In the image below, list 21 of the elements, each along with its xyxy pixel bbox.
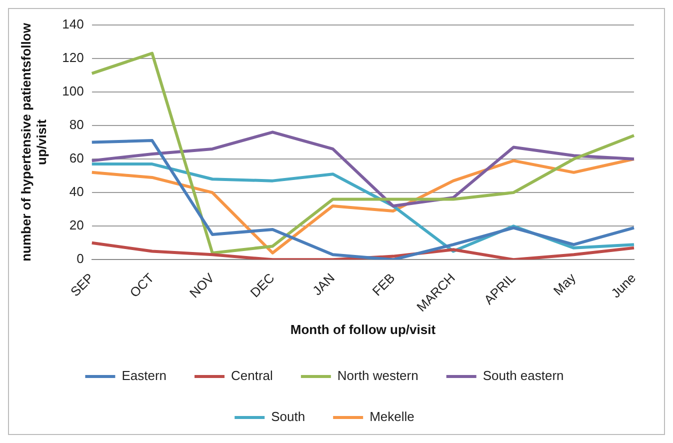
legend-label: Mekelle <box>370 409 414 424</box>
x-tick-label: JAN <box>310 270 338 298</box>
legend-label: Eastern <box>122 368 167 384</box>
y-tick-label: 80 <box>69 117 84 132</box>
x-tick-label: SEP <box>68 270 97 300</box>
y-tick-label: 120 <box>62 50 84 65</box>
y-tick-label: 0 <box>76 251 84 266</box>
legend-label: North western <box>337 368 418 384</box>
x-tick-label: May <box>550 270 579 298</box>
x-tick-label: June <box>608 270 639 301</box>
y-tick-label: 40 <box>69 184 84 200</box>
y-tick-label: 20 <box>69 218 84 233</box>
y-tick-label: 60 <box>69 150 84 166</box>
y-tick-label: 100 <box>62 83 84 98</box>
legend-label: South <box>271 409 306 424</box>
x-axis-title: Month of follow up/visit <box>290 322 436 337</box>
y-tick-label: 140 <box>62 16 84 32</box>
legend-label: South eastern <box>482 368 564 384</box>
legend-label: Central <box>231 368 274 384</box>
x-tick-label: FEB <box>369 270 398 299</box>
y-axis-title: number of hypertensive patientsfollow up/visit <box>18 22 49 262</box>
